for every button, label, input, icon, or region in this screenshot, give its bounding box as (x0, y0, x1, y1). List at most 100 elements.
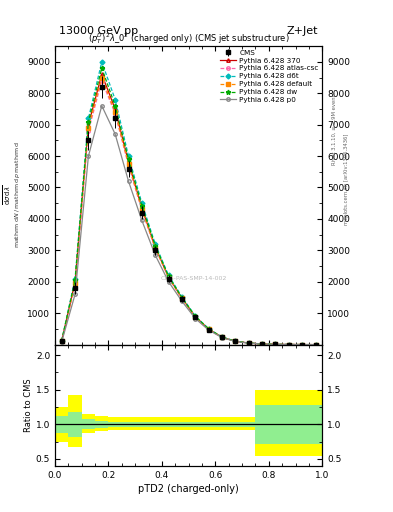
Pythia 6.428 dw (246, 340, 251, 346)
Pythia 6.428 dw (313, 342, 318, 348)
Pythia 6.428 dw (59, 337, 64, 344)
Text: 13000 GeV pp: 13000 GeV pp (59, 26, 138, 36)
Pythia 6.428 atlas-csc (193, 314, 198, 320)
Pythia 6.428 370 (180, 295, 184, 301)
Pythia 6.428 370 (220, 334, 224, 340)
Pythia 6.428 d6t (313, 342, 318, 348)
Pythia 6.428 atlas-csc (113, 111, 118, 117)
Pythia 6.428 d6t (113, 96, 118, 102)
Pythia 6.428 dw (86, 118, 91, 124)
Pythia 6.428 dw (99, 65, 104, 71)
Pythia 6.428 atlas-csc (59, 338, 64, 344)
Text: $\mathrm{mathrm\,d}\,N\,/\,\mathrm{mathrm\,d}\,p\,\mathrm{mathrm\,d}$: $\mathrm{mathrm\,d}\,N\,/\,\mathrm{mathr… (13, 141, 22, 248)
Pythia 6.428 atlas-csc (99, 78, 104, 84)
Pythia 6.428 atlas-csc (286, 342, 291, 348)
Pythia 6.428 atlas-csc (180, 295, 184, 302)
Pythia 6.428 dw (166, 273, 171, 280)
Pythia 6.428 atlas-csc (126, 162, 131, 168)
Text: mcplots.cern.ch [arXiv:1306.3436]: mcplots.cern.ch [arXiv:1306.3436] (344, 134, 349, 225)
Text: CMS-PAS-SMP-14-002: CMS-PAS-SMP-14-002 (161, 276, 227, 282)
Pythia 6.428 d6t (99, 59, 104, 65)
Line: Pythia 6.428 dw: Pythia 6.428 dw (59, 66, 318, 347)
Pythia 6.428 370 (260, 341, 264, 347)
Pythia 6.428 default (313, 342, 318, 348)
Pythia 6.428 p0 (260, 341, 264, 347)
Pythia 6.428 p0 (233, 338, 238, 345)
Pythia 6.428 p0 (313, 342, 318, 348)
Pythia 6.428 d6t (193, 313, 198, 319)
Pythia 6.428 atlas-csc (220, 334, 224, 340)
Pythia 6.428 default (59, 338, 64, 344)
Pythia 6.428 370 (286, 342, 291, 348)
Pythia 6.428 p0 (193, 315, 198, 322)
Pythia 6.428 d6t (126, 153, 131, 159)
Pythia 6.428 atlas-csc (233, 338, 238, 345)
Pythia 6.428 d6t (206, 326, 211, 332)
Pythia 6.428 default (206, 326, 211, 332)
Pythia 6.428 370 (166, 274, 171, 280)
Pythia 6.428 370 (300, 342, 305, 348)
Pythia 6.428 dw (126, 156, 131, 162)
Pythia 6.428 370 (99, 71, 104, 77)
Text: Rivet 3.1.10, ≥ 2.9M events: Rivet 3.1.10, ≥ 2.9M events (332, 91, 337, 165)
Pythia 6.428 370 (86, 121, 91, 127)
Pythia 6.428 default (246, 340, 251, 346)
Pythia 6.428 d6t (166, 272, 171, 279)
Pythia 6.428 dw (73, 277, 77, 283)
X-axis label: pTD2 (charged-only): pTD2 (charged-only) (138, 484, 239, 494)
Pythia 6.428 default (126, 161, 131, 167)
Pythia 6.428 370 (140, 205, 144, 211)
Pythia 6.428 dw (233, 338, 238, 344)
Pythia 6.428 default (86, 125, 91, 131)
Pythia 6.428 d6t (246, 340, 251, 346)
Line: Pythia 6.428 p0: Pythia 6.428 p0 (60, 104, 317, 346)
Line: Pythia 6.428 atlas-csc: Pythia 6.428 atlas-csc (60, 79, 317, 346)
Pythia 6.428 370 (126, 159, 131, 165)
Pythia 6.428 default (180, 295, 184, 302)
Pythia 6.428 dw (300, 342, 305, 348)
Pythia 6.428 default (166, 274, 171, 281)
Pythia 6.428 default (220, 334, 224, 340)
Pythia 6.428 atlas-csc (300, 342, 305, 348)
Pythia 6.428 370 (73, 279, 77, 285)
Pythia 6.428 dw (193, 313, 198, 319)
Pythia 6.428 370 (113, 106, 118, 112)
Pythia 6.428 default (233, 338, 238, 345)
Title: $(p_T^D)^2\lambda\_0^2$ (charged only) (CMS jet substructure): $(p_T^D)^2\lambda\_0^2$ (charged only) (… (88, 31, 290, 46)
Pythia 6.428 default (273, 342, 278, 348)
Pythia 6.428 p0 (286, 342, 291, 348)
Pythia 6.428 370 (193, 313, 198, 319)
Pythia 6.428 p0 (140, 218, 144, 224)
Pythia 6.428 atlas-csc (73, 282, 77, 288)
Pythia 6.428 d6t (153, 241, 158, 247)
Pythia 6.428 dw (113, 103, 118, 109)
Pythia 6.428 atlas-csc (140, 207, 144, 213)
Pythia 6.428 p0 (113, 131, 118, 137)
Pythia 6.428 atlas-csc (246, 340, 251, 346)
Pythia 6.428 p0 (300, 342, 305, 348)
Pythia 6.428 d6t (140, 200, 144, 206)
Pythia 6.428 atlas-csc (153, 245, 158, 251)
Pythia 6.428 atlas-csc (260, 341, 264, 347)
Pythia 6.428 p0 (86, 153, 91, 159)
Pythia 6.428 p0 (206, 327, 211, 333)
Pythia 6.428 p0 (180, 298, 184, 304)
Pythia 6.428 d6t (300, 342, 305, 348)
Pythia 6.428 p0 (99, 103, 104, 109)
Pythia 6.428 default (193, 314, 198, 320)
Pythia 6.428 d6t (73, 275, 77, 282)
Pythia 6.428 default (286, 342, 291, 348)
Pythia 6.428 default (73, 280, 77, 286)
Pythia 6.428 370 (246, 340, 251, 346)
Pythia 6.428 p0 (220, 334, 224, 340)
Y-axis label: Ratio to CMS: Ratio to CMS (24, 378, 33, 432)
Text: $\frac{1}{\mathrm{d}\sigma}\frac{\mathrm{d}\sigma}{\mathrm{d}\lambda}$: $\frac{1}{\mathrm{d}\sigma}\frac{\mathrm… (0, 184, 13, 205)
Line: Pythia 6.428 d6t: Pythia 6.428 d6t (60, 60, 317, 346)
Pythia 6.428 dw (180, 294, 184, 301)
Pythia 6.428 p0 (73, 291, 77, 297)
Pythia 6.428 d6t (180, 294, 184, 300)
Text: Z+Jet: Z+Jet (287, 26, 318, 36)
Pythia 6.428 default (260, 341, 264, 347)
Pythia 6.428 atlas-csc (86, 128, 91, 134)
Line: Pythia 6.428 default: Pythia 6.428 default (60, 76, 317, 346)
